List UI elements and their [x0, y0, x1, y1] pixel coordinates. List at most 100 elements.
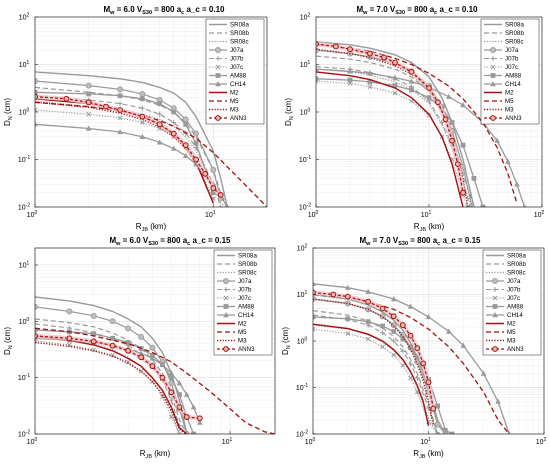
series-sr08b-line [313, 310, 446, 434]
series-j07c-point [140, 120, 145, 125]
series-j07c-point [177, 431, 182, 434]
y-axis-label: DN (cm) [281, 327, 292, 355]
legend-marker-am88 [215, 73, 221, 78]
series-m2-line [35, 335, 188, 434]
legend-marker-ch14 [223, 312, 229, 318]
series-ch14-point [514, 181, 520, 187]
series-ann3-point [210, 185, 217, 191]
legend-label-j07a: J07a [230, 47, 244, 54]
legend-label-sr08b: SR08b [507, 261, 526, 268]
series-j07b-point [168, 397, 174, 403]
series-ch14-point [168, 370, 175, 376]
legend-box [205, 18, 265, 125]
series-am88-point [110, 335, 116, 341]
y-tick-label: 102 [297, 244, 308, 253]
series-am88-point [365, 319, 371, 325]
x-tick-label: 101 [205, 210, 216, 219]
series-m2 [313, 323, 430, 426]
y-tick-label: 10-2 [18, 203, 30, 212]
series-am88-point [400, 336, 406, 342]
series-j07c-point [117, 115, 123, 121]
series-j07c-line [316, 80, 469, 207]
series-j07c-point [110, 352, 115, 358]
series-j07a-point [66, 308, 73, 315]
series-layer [35, 71, 267, 207]
series-ann3-point [332, 43, 339, 50]
legend-label-am88: AM88 [238, 304, 255, 311]
legend-marker-j07b [492, 287, 498, 292]
series-ann3-point [168, 389, 175, 396]
x-tick-label: 102 [534, 210, 545, 219]
series-j07c-point [35, 107, 38, 113]
legend-label-ch14: CH14 [505, 81, 521, 88]
y-tick-label: 10-2 [296, 430, 308, 439]
series-am88-point [86, 91, 92, 97]
chart-title: Mw = 7.0 VS30 = 800 ac a_c = 0.15 [359, 236, 481, 247]
series-ch14-point [117, 128, 123, 135]
series-ann3-point [156, 121, 163, 128]
legend-label-j07b: J07b [238, 287, 252, 294]
series-j07c-point [367, 84, 373, 90]
legend-label-sr08b: SR08b [505, 30, 524, 37]
series-ann3-point [217, 191, 224, 198]
legend-label-j07a: J07a [507, 278, 521, 285]
series-j07a-point [210, 167, 217, 174]
series-ann3 [313, 289, 437, 412]
series-ann3-point [399, 322, 406, 328]
series-ann3-point [196, 415, 203, 422]
series-j07b-point [171, 120, 177, 125]
legend-label-am88: AM88 [230, 73, 247, 80]
series-m5 [35, 327, 275, 434]
series-ann3-point [159, 374, 166, 381]
series-ch14-point [446, 328, 452, 334]
series-ann3-point [138, 354, 145, 361]
series-ann3-point [202, 170, 209, 177]
y-axis-label: DN (cm) [3, 327, 14, 355]
series-j07c-point [313, 326, 316, 332]
series-j07c-point [125, 359, 131, 365]
legend-marker-j07b [215, 56, 221, 61]
legend-label-j07c: J07c [507, 295, 520, 302]
series-ch14-point [35, 121, 38, 127]
legend-label-m3: M3 [505, 107, 514, 114]
series-j07b-point [316, 64, 319, 70]
series-am88-point [210, 190, 216, 196]
series-j07a-point [138, 333, 145, 340]
y-tick-label: 10-2 [299, 203, 311, 212]
y-tick-label: 10-1 [18, 155, 30, 164]
legend-marker-ann3 [215, 115, 221, 121]
series-m2 [316, 71, 464, 207]
legend-label-ann3: ANN3 [505, 115, 522, 122]
legend-label-m5: M5 [505, 98, 514, 105]
series-j07a-point [313, 296, 316, 303]
series-ann3-point [414, 345, 421, 352]
legend-label-am88: AM88 [505, 73, 522, 80]
y-tick-label: 10-1 [299, 155, 311, 164]
y-tick-label: 102 [19, 13, 30, 22]
series-ch14-point [505, 158, 511, 164]
y-tick-label: 101 [300, 60, 311, 69]
series-j07a-point [139, 90, 146, 97]
series-m5-line [35, 327, 275, 434]
series-j07a-point [109, 318, 116, 325]
legend-marker-am88 [490, 73, 496, 78]
series-j07b-point [414, 375, 420, 381]
series-sr08b-line [35, 318, 188, 434]
series-am88-point [345, 316, 351, 322]
legend-label-m2: M2 [230, 90, 239, 97]
legend-label-ann3: ANN3 [507, 346, 524, 353]
series-am88-point [392, 83, 398, 88]
legend-label-m2: M2 [238, 321, 247, 328]
y-tick-label: 10-2 [18, 430, 30, 439]
series-am88-point [183, 121, 189, 127]
series-m3-line [35, 101, 214, 204]
series-j07b-line [316, 66, 471, 207]
y-tick-label: 100 [19, 108, 30, 117]
series-ann3-point [344, 293, 351, 300]
legend-marker-ann3 [490, 115, 496, 121]
y-tick-label: 100 [297, 337, 308, 346]
axes-frame [34, 247, 276, 435]
series-ch14-point [425, 313, 432, 320]
legend-marker-j07a [489, 47, 496, 54]
